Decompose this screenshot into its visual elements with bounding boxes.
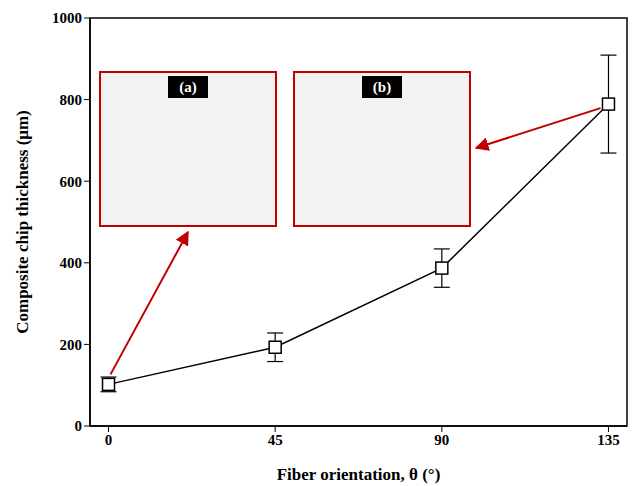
svg-text:1000: 1000 (52, 10, 82, 26)
svg-text:600: 600 (60, 174, 83, 190)
svg-text:0: 0 (105, 432, 113, 448)
svg-text:0: 0 (75, 418, 83, 434)
svg-text:Fiber orientation, θ (°): Fiber orientation, θ (°) (277, 465, 441, 484)
svg-text:(b): (b) (373, 79, 391, 96)
svg-text:135: 135 (597, 432, 620, 448)
svg-text:Composite chip thickness (μm): Composite chip thickness (μm) (13, 110, 32, 334)
svg-text:45: 45 (268, 432, 283, 448)
svg-text:200: 200 (60, 337, 83, 353)
svg-text:(a): (a) (179, 79, 197, 96)
svg-text:800: 800 (60, 92, 83, 108)
svg-text:90: 90 (434, 432, 449, 448)
svg-text:400: 400 (60, 255, 83, 271)
